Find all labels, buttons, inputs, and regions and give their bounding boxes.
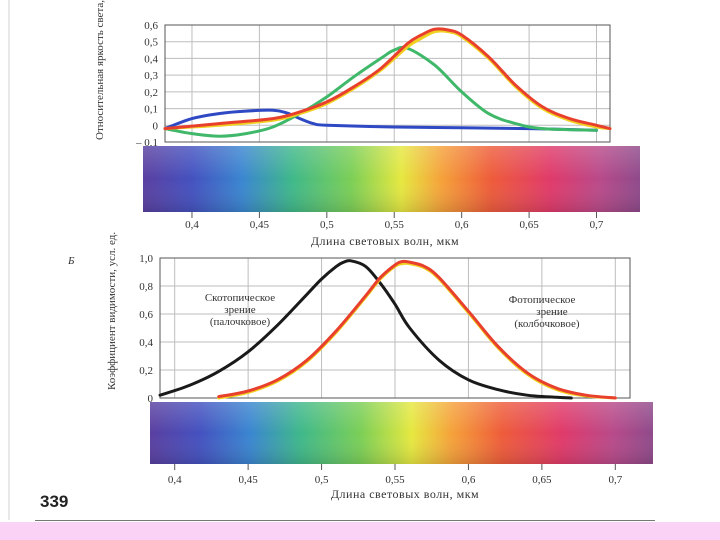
chart-a-y-tick-label: 0 xyxy=(153,120,159,132)
chart-a-y-tick-label: 0,2 xyxy=(144,87,158,99)
annotation-photopic-line-3: (колбочковое) xyxy=(514,318,580,330)
chart-a-ylabel: Относительная яркость света, усл. ед. xyxy=(94,0,106,140)
chart-b-x-tick-label: 0,45 xyxy=(239,474,259,486)
chart-a-series xyxy=(163,27,612,138)
annotation-photopic-line-1: Фотопическое xyxy=(509,294,576,306)
chart-a-spectrum-shade xyxy=(143,146,640,212)
chart-a: Относительная яркость света, усл. ед. 0,… xyxy=(94,0,640,248)
chart-a-y-tick-label: 0,6 xyxy=(144,20,158,32)
chart-a-y-ticks: 0,60,50,40,30,20,10– 0,1 xyxy=(135,20,159,149)
chart-a-y-tick-label: 0,5 xyxy=(144,37,158,49)
chart-b-xlabel: Длина световых волн, мкм xyxy=(331,487,479,501)
chart-b-y-tick-label: 0 xyxy=(148,393,154,405)
annotation-scotopic: Скотопическое зрение (палочковое) xyxy=(205,292,275,328)
chart-a-frame xyxy=(164,24,611,143)
annotation-photopic: Фотопическое зрение (колбочковое) xyxy=(509,294,580,330)
chart-b-ylabel: Коэффициент видимости, усл. ед. xyxy=(106,232,118,390)
chart-b-series-line-2 xyxy=(217,259,617,400)
chart-b-series-line-0 xyxy=(158,259,573,400)
chart-b-x-ticks: 0,4 0,45 0,5 0,55 0,6 0,65 0,7 xyxy=(168,464,623,486)
page-edge-line xyxy=(8,0,10,520)
footer-divider xyxy=(35,520,655,521)
chart-b: Б Коэффициент видимости, усл. ед. 1,0 0,8… xyxy=(67,232,653,501)
chart-a-y-tick-label: 0,1 xyxy=(144,104,158,116)
chart-b-series xyxy=(158,259,617,400)
chart-a-series-line-1 xyxy=(163,45,598,138)
chart-b-y-ticks: 1,0 0,8 0,6 0,4 0,2 0 xyxy=(139,253,153,405)
chart-b-x-tick-label: 0,65 xyxy=(532,474,552,486)
chart-b-spectrum-shade xyxy=(150,402,653,464)
chart-b-frame xyxy=(159,257,631,399)
chart-a-x-tick-label: 0,6 xyxy=(455,219,469,231)
chart-b-x-tick-label: 0,4 xyxy=(168,474,182,486)
chart-b-grid xyxy=(160,258,630,398)
chart-a-xlabel: Длина световых волн, мкм xyxy=(311,234,459,248)
chart-a-x-tick-label: 0,4 xyxy=(185,219,199,231)
footer-strip xyxy=(0,522,720,540)
chart-b-y-tick-label: 0,4 xyxy=(139,337,153,349)
chart-a-y-tick-label: 0,4 xyxy=(144,53,158,65)
chart-b-panel-label: Б xyxy=(67,255,75,267)
chart-a-x-tick-label: 0,45 xyxy=(250,219,270,231)
chart-a-x-tick-label: 0,5 xyxy=(320,219,334,231)
chart-a-series-line-2 xyxy=(163,29,612,131)
chart-a-x-tick-label: 0,65 xyxy=(519,219,539,231)
chart-a-series-line-3 xyxy=(163,27,612,131)
chart-a-x-tick-label: 0,7 xyxy=(590,219,604,231)
chart-b-x-tick-label: 0,5 xyxy=(315,474,329,486)
chart-b-y-tick-label: 0,2 xyxy=(139,365,153,377)
annotation-scotopic-line-3: (палочковое) xyxy=(210,316,271,328)
chart-b-x-tick-label: 0,6 xyxy=(462,474,476,486)
chart-a-series-line-0 xyxy=(163,108,598,132)
annotation-scotopic-line-1: Скотопическое xyxy=(205,292,275,304)
chart-b-y-tick-label: 1,0 xyxy=(139,253,153,265)
chart-a-y-tick-label: 0,3 xyxy=(144,70,158,82)
page-number: 339 xyxy=(40,492,69,511)
chart-a-x-tick-label: 0,55 xyxy=(385,219,405,231)
annotation-scotopic-line-2: зрение xyxy=(224,304,256,316)
chart-a-grid xyxy=(165,25,610,142)
chart-a-x-ticks: 0,4 0,45 0,5 0,55 0,6 0,65 0,7 xyxy=(185,212,604,231)
chart-b-y-tick-label: 0,6 xyxy=(139,309,153,321)
chart-b-y-tick-label: 0,8 xyxy=(139,281,153,293)
chart-b-x-tick-label: 0,7 xyxy=(608,474,622,486)
annotation-photopic-line-2: зрение xyxy=(536,306,568,318)
chart-b-x-tick-label: 0,55 xyxy=(385,474,405,486)
